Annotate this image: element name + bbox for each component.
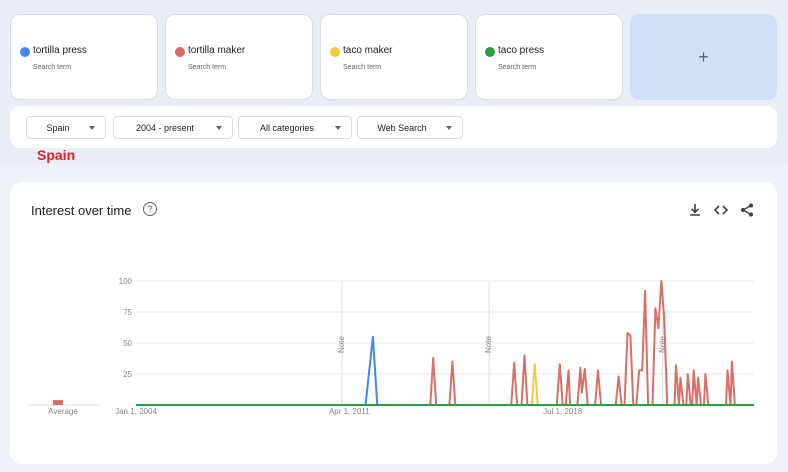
search-type-dropdown[interactable]: Web Search <box>357 116 463 139</box>
series-color-dot <box>330 47 340 57</box>
interest-over-time-card: Interest over time ? 25 50 75 100 Note Note No… <box>10 182 777 464</box>
download-icon[interactable] <box>687 202 703 218</box>
search-term-card[interactable]: tortilla maker Search term <box>165 14 313 100</box>
search-type-dropdown-label: Web Search <box>377 122 427 133</box>
embed-code-icon[interactable] <box>713 202 729 218</box>
plus-icon: + <box>698 46 709 67</box>
y-tick-label: 25 <box>123 370 132 379</box>
chevron-down-icon <box>446 125 452 130</box>
search-term-label: tortilla press <box>33 45 87 56</box>
search-term-label: taco maker <box>343 45 393 56</box>
search-term-type: Search term <box>498 64 537 71</box>
add-comparison-button[interactable]: + <box>630 14 777 100</box>
chart-title: Interest over time <box>31 203 132 218</box>
chevron-down-icon <box>216 125 222 130</box>
category-dropdown-label: All categories <box>259 122 315 133</box>
average-bar <box>53 400 63 405</box>
filter-bar: Spain 2004 - present All categories Web … <box>10 106 777 148</box>
series-color-dot <box>485 47 495 57</box>
y-tick-label: 75 <box>123 308 132 317</box>
question-circle-icon[interactable]: ? <box>143 202 157 216</box>
series-color-dot <box>175 47 185 57</box>
y-tick-label: 100 <box>119 277 133 286</box>
y-tick-label: 50 <box>123 339 132 348</box>
time-range-dropdown[interactable]: 2004 - present <box>113 116 233 139</box>
search-term-type: Search term <box>188 64 227 71</box>
average-label: Average <box>48 407 78 416</box>
time-range-dropdown-label: 2004 - present <box>135 122 195 133</box>
search-term-card[interactable]: taco maker Search term <box>320 14 468 100</box>
search-term-card[interactable]: tortilla press Search term <box>10 14 158 100</box>
x-tick-label: Jul 1, 2018 <box>543 407 583 416</box>
region-dropdown-label: Spain <box>46 122 70 133</box>
category-dropdown[interactable]: All categories <box>238 116 352 139</box>
search-term-type: Search term <box>33 64 72 71</box>
search-term-card[interactable]: taco press Search term <box>475 14 623 100</box>
search-term-label: taco press <box>498 45 545 56</box>
x-tick-label: Apr 1, 2011 <box>329 407 370 416</box>
region-dropdown[interactable]: Spain <box>26 116 106 139</box>
chevron-down-icon <box>89 125 95 130</box>
x-tick-label: Jan 1, 2004 <box>115 407 157 416</box>
share-icon[interactable] <box>739 202 755 218</box>
search-term-label: tortilla maker <box>188 45 246 56</box>
region-annotation: Spain <box>37 147 76 163</box>
note-label: Note <box>658 336 667 353</box>
note-label: Note <box>484 336 493 353</box>
note-label: Note <box>337 336 346 353</box>
series-color-dot <box>20 47 30 57</box>
interest-chart: 25 50 75 100 Note Note Note Jan 1, 2004 Apr 1, 2… <box>28 277 754 416</box>
series-line <box>136 363 754 406</box>
search-term-type: Search term <box>343 64 382 71</box>
chevron-down-icon <box>335 125 341 130</box>
